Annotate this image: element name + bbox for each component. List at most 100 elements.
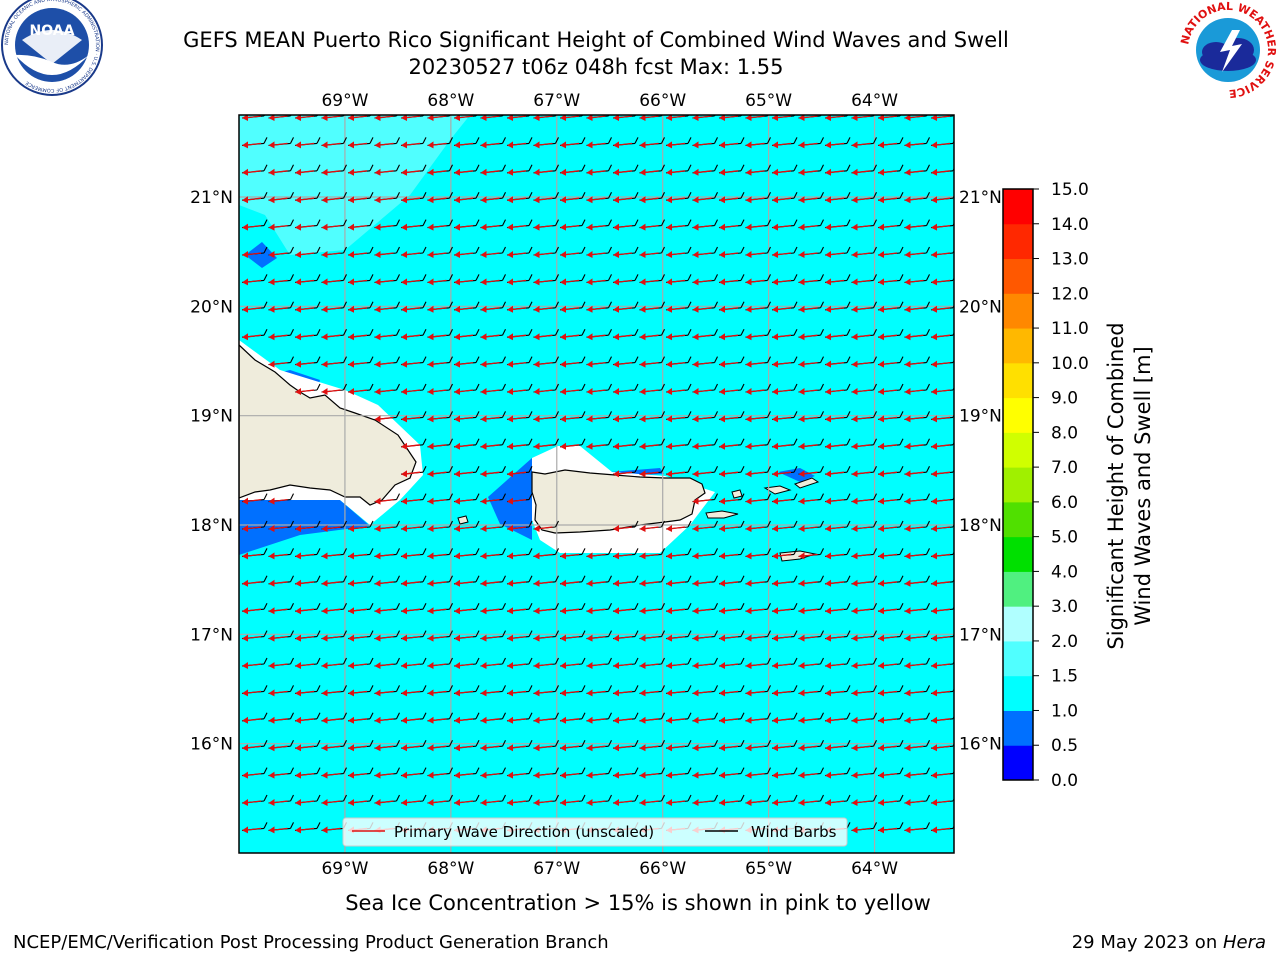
wave-arrow-head — [666, 716, 672, 724]
wind-barb-flag — [396, 794, 400, 802]
wave-arrow-head — [719, 360, 725, 368]
wave-arrow-head — [533, 305, 540, 313]
wave-arrow-head — [454, 799, 460, 806]
wind-barb-flag — [475, 630, 480, 637]
wave-arrow-head — [401, 415, 407, 423]
wave-arrow-head — [878, 799, 884, 806]
wave-arrow-head — [454, 497, 460, 505]
wave-arrow-head — [401, 497, 407, 505]
wind-barb-flag — [263, 657, 268, 665]
colorbar-segment — [1003, 467, 1033, 503]
wave-arrow-head — [825, 579, 831, 587]
wave-arrow-head — [507, 305, 513, 313]
wave-arrow-head — [480, 196, 487, 204]
wave-arrow-head — [454, 251, 460, 258]
wave-arrow-head — [321, 141, 328, 149]
wind-barb-flag — [714, 739, 718, 747]
wind-barb-flag — [687, 438, 692, 446]
wind-barb-flag — [449, 575, 453, 583]
wave-arrow-head — [586, 305, 593, 313]
wind-barb-flag — [846, 164, 851, 172]
lon-tick-label-bottom: 67°W — [533, 859, 580, 879]
wind-barb-flag — [820, 712, 824, 720]
wave-arrow-head — [454, 771, 460, 779]
legend-wind-label: Wind Barbs — [751, 823, 837, 841]
wave-arrow-head — [480, 799, 487, 806]
wind-barb-flag — [608, 274, 612, 281]
wave-arrow-head — [692, 278, 699, 286]
wave-arrow-head — [825, 607, 831, 615]
wave-arrow-head — [745, 579, 752, 587]
wind-barb-flag — [316, 575, 321, 583]
wave-arrow-head — [268, 278, 275, 286]
wave-arrow-head — [560, 689, 566, 697]
lon-tick-label-top: 65°W — [745, 91, 792, 111]
wind-barb-flag — [846, 602, 851, 610]
wind-barb-flag — [475, 438, 480, 446]
wave-arrow-head — [666, 689, 672, 697]
wave-arrow-head — [401, 442, 407, 450]
wave-arrow-head — [719, 662, 725, 669]
wave-arrow-head — [295, 826, 301, 834]
wave-arrow-head — [560, 251, 566, 258]
wave-arrow-head — [401, 552, 407, 560]
wave-arrow-head — [401, 799, 407, 806]
wind-barb-flag — [422, 301, 427, 309]
wave-arrow-head — [268, 716, 275, 724]
wave-arrow-head — [321, 360, 328, 368]
wind-barb-flag — [608, 356, 612, 363]
wave-arrow-head — [772, 305, 778, 313]
wave-arrow-head — [268, 115, 275, 121]
wave-arrow-head — [374, 333, 381, 341]
wind-barb-flag — [449, 328, 453, 336]
lon-tick-label-top: 68°W — [427, 91, 474, 111]
wind-barb-flag — [767, 274, 771, 281]
wave-arrow-head — [878, 689, 884, 697]
wind-barb-flag — [899, 794, 904, 802]
wave-arrow-head — [242, 333, 248, 341]
wind-barb-flag — [263, 739, 268, 747]
wave-arrow-head — [560, 168, 566, 176]
wave-arrow-head — [507, 525, 513, 532]
wind-barb-flag — [714, 794, 718, 802]
wave-arrow-head — [427, 689, 434, 697]
wave-arrow-head — [533, 278, 540, 286]
wave-arrow-head — [798, 333, 805, 341]
wind-barb-flag — [687, 356, 692, 363]
wave-arrow-head — [772, 470, 778, 478]
wave-arrow-head — [268, 607, 275, 615]
wind-barb-flag — [263, 219, 268, 226]
wave-arrow-head — [321, 716, 328, 724]
wave-arrow-head — [639, 689, 646, 697]
wind-barb-flag — [581, 301, 586, 309]
puerto-rico-land — [531, 469, 706, 534]
wind-barb-flag — [422, 739, 427, 747]
wind-barb-flag — [793, 602, 798, 610]
wave-arrow-head — [878, 305, 884, 313]
wind-barb-flag — [820, 383, 824, 391]
wave-arrow-head — [480, 333, 487, 341]
wind-barb-flag — [793, 356, 798, 363]
wind-barb-flag — [661, 219, 665, 226]
wave-arrow-head — [692, 168, 699, 176]
wave-arrow-head — [454, 196, 460, 204]
wave-arrow-head — [321, 388, 328, 395]
wave-arrow-head — [560, 634, 566, 642]
wave-arrow-head — [798, 141, 805, 149]
wind-barb-flag — [873, 301, 877, 309]
wind-barb-flag — [820, 575, 824, 583]
wave-arrow-head — [533, 251, 540, 258]
wave-arrow-head — [613, 115, 619, 121]
wave-arrow-head — [745, 415, 752, 423]
wind-barb-flag — [528, 794, 533, 802]
wave-arrow-head — [613, 251, 619, 258]
wind-barb-flag — [740, 794, 745, 802]
wind-barb-flag — [263, 794, 268, 802]
wind-barb-flag — [767, 630, 771, 637]
wave-arrow-head — [401, 689, 407, 697]
wave-arrow-head — [242, 141, 248, 149]
wind-barb-flag — [502, 219, 506, 226]
wind-barb-flag — [687, 411, 692, 418]
wave-arrow-head — [533, 771, 540, 779]
wave-arrow-head — [268, 799, 275, 806]
